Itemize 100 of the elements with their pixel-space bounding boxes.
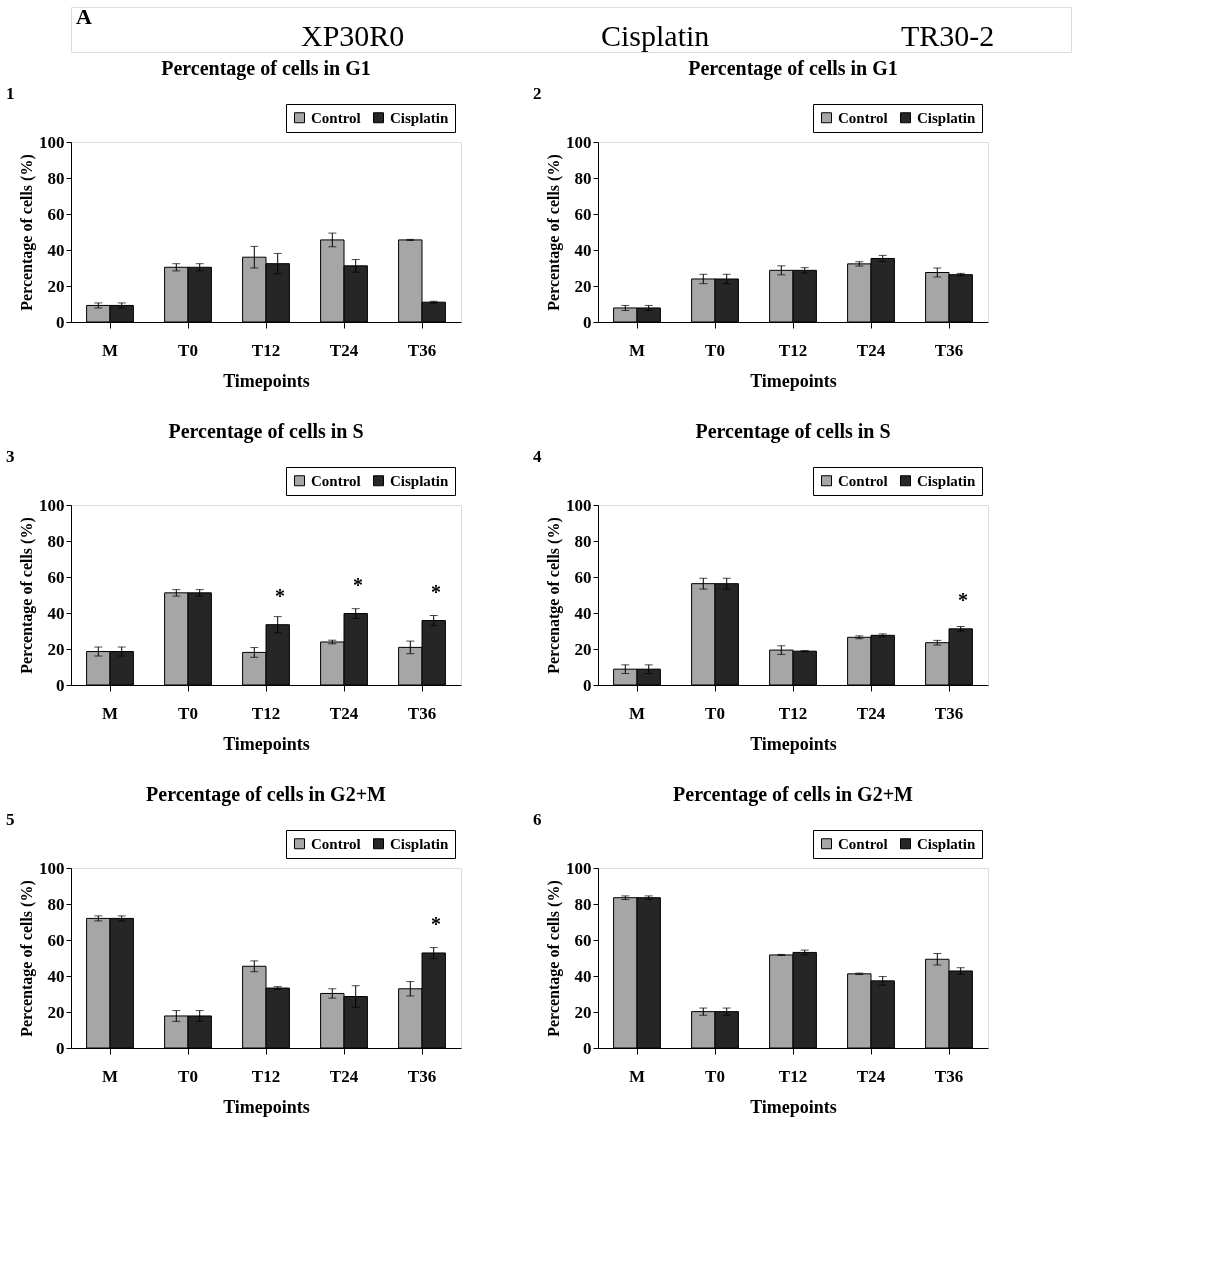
y-tick-label: 20 bbox=[47, 1002, 65, 1022]
x-tick-label: T12 bbox=[251, 340, 281, 360]
legend-label: Control bbox=[838, 109, 888, 126]
y-tick-label: 20 bbox=[47, 276, 65, 296]
x-tick-label: T24 bbox=[856, 340, 886, 360]
x-axis-title: Timepoints bbox=[750, 1096, 837, 1117]
x-tick-label: M bbox=[628, 703, 646, 723]
y-tick-label: 20 bbox=[574, 1002, 592, 1022]
annotation: * bbox=[431, 580, 441, 603]
y-tick-label: 80 bbox=[47, 168, 65, 188]
y-tick-label: 20 bbox=[47, 639, 65, 659]
y-tick-label: 60 bbox=[47, 567, 65, 587]
x-axis-title: Timepoints bbox=[223, 1096, 310, 1117]
x-tick-label: T36 bbox=[934, 340, 964, 360]
y-axis-title: Percentage of cells (%) bbox=[545, 154, 563, 311]
annotation: * bbox=[353, 573, 363, 596]
legend-label: Control bbox=[311, 835, 361, 852]
x-tick-label: T24 bbox=[329, 340, 359, 360]
x-tick-label: M bbox=[101, 703, 119, 723]
y-axis-title: Percentage of cells (%) bbox=[18, 154, 36, 311]
y-tick-label: 40 bbox=[47, 603, 65, 623]
legend-label: Control bbox=[838, 835, 888, 852]
y-tick-label: 60 bbox=[574, 204, 592, 224]
x-axis-title: Timepoints bbox=[223, 733, 310, 754]
y-tick-label: 0 bbox=[56, 675, 65, 695]
legend-label: Cisplatin bbox=[390, 109, 450, 126]
x-tick-label: T12 bbox=[778, 703, 808, 723]
x-tick-label: T12 bbox=[251, 1066, 281, 1086]
y-tick-label: 0 bbox=[56, 312, 65, 332]
chart-title: Percentage of cells in S bbox=[168, 420, 364, 443]
x-tick-label: T36 bbox=[934, 1066, 964, 1086]
y-tick-label: 60 bbox=[574, 567, 592, 587]
y-tick-label: 40 bbox=[47, 966, 65, 986]
y-tick-label: 40 bbox=[574, 603, 592, 623]
x-tick-label: T0 bbox=[705, 340, 725, 360]
x-axis-title: Timepoints bbox=[750, 733, 837, 754]
y-tick-label: 100 bbox=[566, 858, 592, 878]
text: 6 bbox=[533, 810, 542, 829]
y-tick-label: 80 bbox=[574, 531, 592, 551]
y-axis-title: Percenatge of cells (%) bbox=[545, 517, 563, 674]
x-tick-label: T24 bbox=[856, 703, 886, 723]
x-tick-label: T24 bbox=[329, 703, 359, 723]
x-tick-label: T24 bbox=[329, 1066, 359, 1086]
y-axis-title: Percentage of cells (%) bbox=[545, 880, 563, 1037]
x-tick-label: T0 bbox=[178, 1066, 198, 1086]
y-axis-title: Percentage of cells (%) bbox=[18, 880, 36, 1037]
text: TR30-2 bbox=[901, 19, 995, 52]
text: 4 bbox=[533, 447, 542, 466]
legend-label: Cisplatin bbox=[917, 472, 977, 489]
y-tick-label: 80 bbox=[47, 894, 65, 914]
y-tick-label: 40 bbox=[574, 966, 592, 986]
legend-label: Control bbox=[311, 109, 361, 126]
x-tick-label: T36 bbox=[407, 340, 437, 360]
x-tick-label: T0 bbox=[178, 340, 198, 360]
text: 5 bbox=[6, 810, 15, 829]
y-tick-label: 40 bbox=[574, 240, 592, 260]
x-tick-label: M bbox=[628, 1066, 646, 1086]
chart-title: Percentage of cells in G2+M bbox=[673, 783, 914, 806]
text: XP30R0 bbox=[301, 19, 405, 52]
y-tick-label: 0 bbox=[583, 675, 592, 695]
y-tick-label: 40 bbox=[47, 240, 65, 260]
text: 2 bbox=[533, 84, 542, 103]
x-tick-label: M bbox=[628, 340, 646, 360]
x-tick-label: T12 bbox=[778, 340, 808, 360]
y-tick-label: 100 bbox=[39, 858, 65, 878]
text: 3 bbox=[6, 447, 15, 466]
y-tick-label: 60 bbox=[574, 930, 592, 950]
x-tick-label: T12 bbox=[778, 1066, 808, 1086]
y-tick-label: 0 bbox=[583, 1038, 592, 1058]
y-tick-label: 60 bbox=[47, 930, 65, 950]
x-tick-label: T0 bbox=[705, 1066, 725, 1086]
chart-title: Percentage of cells in G1 bbox=[161, 57, 371, 80]
legend-label: Cisplatin bbox=[390, 472, 450, 489]
annotation: * bbox=[958, 588, 968, 611]
x-tick-label: T36 bbox=[934, 703, 964, 723]
y-tick-label: 100 bbox=[566, 132, 592, 152]
y-tick-label: 60 bbox=[47, 204, 65, 224]
y-tick-label: 20 bbox=[574, 639, 592, 659]
y-tick-label: 20 bbox=[574, 276, 592, 296]
y-tick-label: 0 bbox=[583, 312, 592, 332]
legend-label: Cisplatin bbox=[917, 835, 977, 852]
y-tick-label: 100 bbox=[566, 495, 592, 515]
text: A bbox=[76, 4, 92, 29]
annotation: * bbox=[431, 912, 441, 935]
chart-title: Percentage of cells in G2+M bbox=[146, 783, 387, 806]
annotation: * bbox=[275, 584, 285, 607]
x-axis-title: Timepoints bbox=[750, 370, 837, 391]
y-axis-title: Percentage of cells (%) bbox=[18, 517, 36, 674]
chart-title: Percentage of cells in S bbox=[695, 420, 891, 443]
x-tick-label: T0 bbox=[178, 703, 198, 723]
x-tick-label: T36 bbox=[407, 1066, 437, 1086]
y-tick-label: 80 bbox=[574, 894, 592, 914]
legend-label: Cisplatin bbox=[390, 835, 450, 852]
text: Cisplatin bbox=[601, 19, 710, 52]
y-tick-label: 80 bbox=[47, 531, 65, 551]
legend-label: Cisplatin bbox=[917, 109, 977, 126]
x-tick-label: M bbox=[101, 1066, 119, 1086]
legend-label: Control bbox=[311, 472, 361, 489]
x-tick-label: T12 bbox=[251, 703, 281, 723]
y-tick-label: 0 bbox=[56, 1038, 65, 1058]
